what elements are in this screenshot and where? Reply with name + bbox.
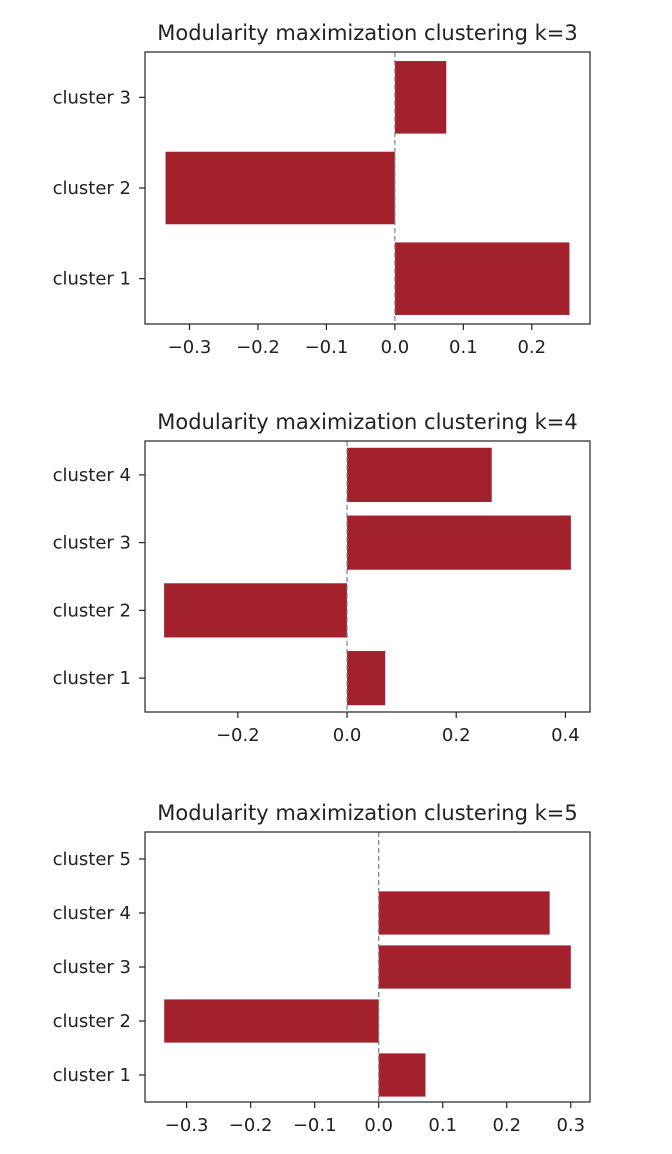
y-tick-label: cluster 2 <box>53 600 131 621</box>
y-tick-label: cluster 1 <box>53 1065 131 1086</box>
x-tick-label: −0.2 <box>216 725 260 746</box>
y-tick-label: cluster 2 <box>53 178 131 199</box>
bar-cluster-3 <box>378 945 571 989</box>
bar-cluster-3 <box>347 515 571 570</box>
bar-cluster-1 <box>378 1053 426 1097</box>
y-tick-label: cluster 3 <box>53 87 131 108</box>
bar-cluster-1 <box>347 651 386 706</box>
x-tick-label: −0.2 <box>236 337 280 358</box>
x-tick-label: 0.2 <box>442 725 471 746</box>
bar-cluster-4 <box>378 891 550 935</box>
x-tick-label: −0.1 <box>305 337 349 358</box>
x-tick-label: 0.2 <box>492 1115 521 1136</box>
bar-cluster-2 <box>164 583 348 638</box>
x-tick-label: 0.1 <box>428 1115 457 1136</box>
bar-cluster-4 <box>347 447 492 502</box>
chart-title: Modularity maximization clustering k=4 <box>157 410 577 434</box>
x-tick-label: −0.1 <box>293 1115 337 1136</box>
chart-title: Modularity maximization clustering k=3 <box>157 21 577 45</box>
y-tick-label: cluster 4 <box>53 465 131 486</box>
bar-cluster-2 <box>165 151 395 225</box>
chart-title: Modularity maximization clustering k=5 <box>157 801 577 825</box>
x-tick-label: −0.3 <box>165 1115 209 1136</box>
y-tick-label: cluster 3 <box>53 533 131 554</box>
bar-cluster-3 <box>394 61 447 134</box>
bar-cluster-1 <box>394 242 570 315</box>
bar-cluster-2 <box>164 999 379 1043</box>
chart-k4: Modularity maximization clustering k=4 cl… <box>53 410 591 746</box>
x-tick-label: −0.3 <box>168 337 212 358</box>
y-tick-label: cluster 1 <box>53 269 131 290</box>
x-tick-label: 0.2 <box>517 337 546 358</box>
chart-k5: Modularity maximization clustering k=5 cl… <box>53 801 591 1136</box>
x-tick-label: 0.0 <box>364 1115 393 1136</box>
x-tick-label: 0.3 <box>556 1115 585 1136</box>
plot-frame <box>144 440 591 713</box>
y-tick-label: cluster 5 <box>53 849 131 870</box>
y-tick-label: cluster 1 <box>53 668 131 689</box>
y-tick-label: cluster 4 <box>53 903 131 924</box>
chart-k3: Modularity maximization clustering k=3 cl… <box>53 21 591 358</box>
y-tick-label: cluster 2 <box>53 1011 131 1032</box>
y-tick-label: cluster 3 <box>53 957 131 978</box>
x-tick-label: 0.4 <box>551 725 580 746</box>
x-tick-label: 0.0 <box>333 725 362 746</box>
x-tick-label: −0.2 <box>229 1115 273 1136</box>
x-tick-label: 0.0 <box>381 337 410 358</box>
x-tick-label: 0.1 <box>449 337 478 358</box>
